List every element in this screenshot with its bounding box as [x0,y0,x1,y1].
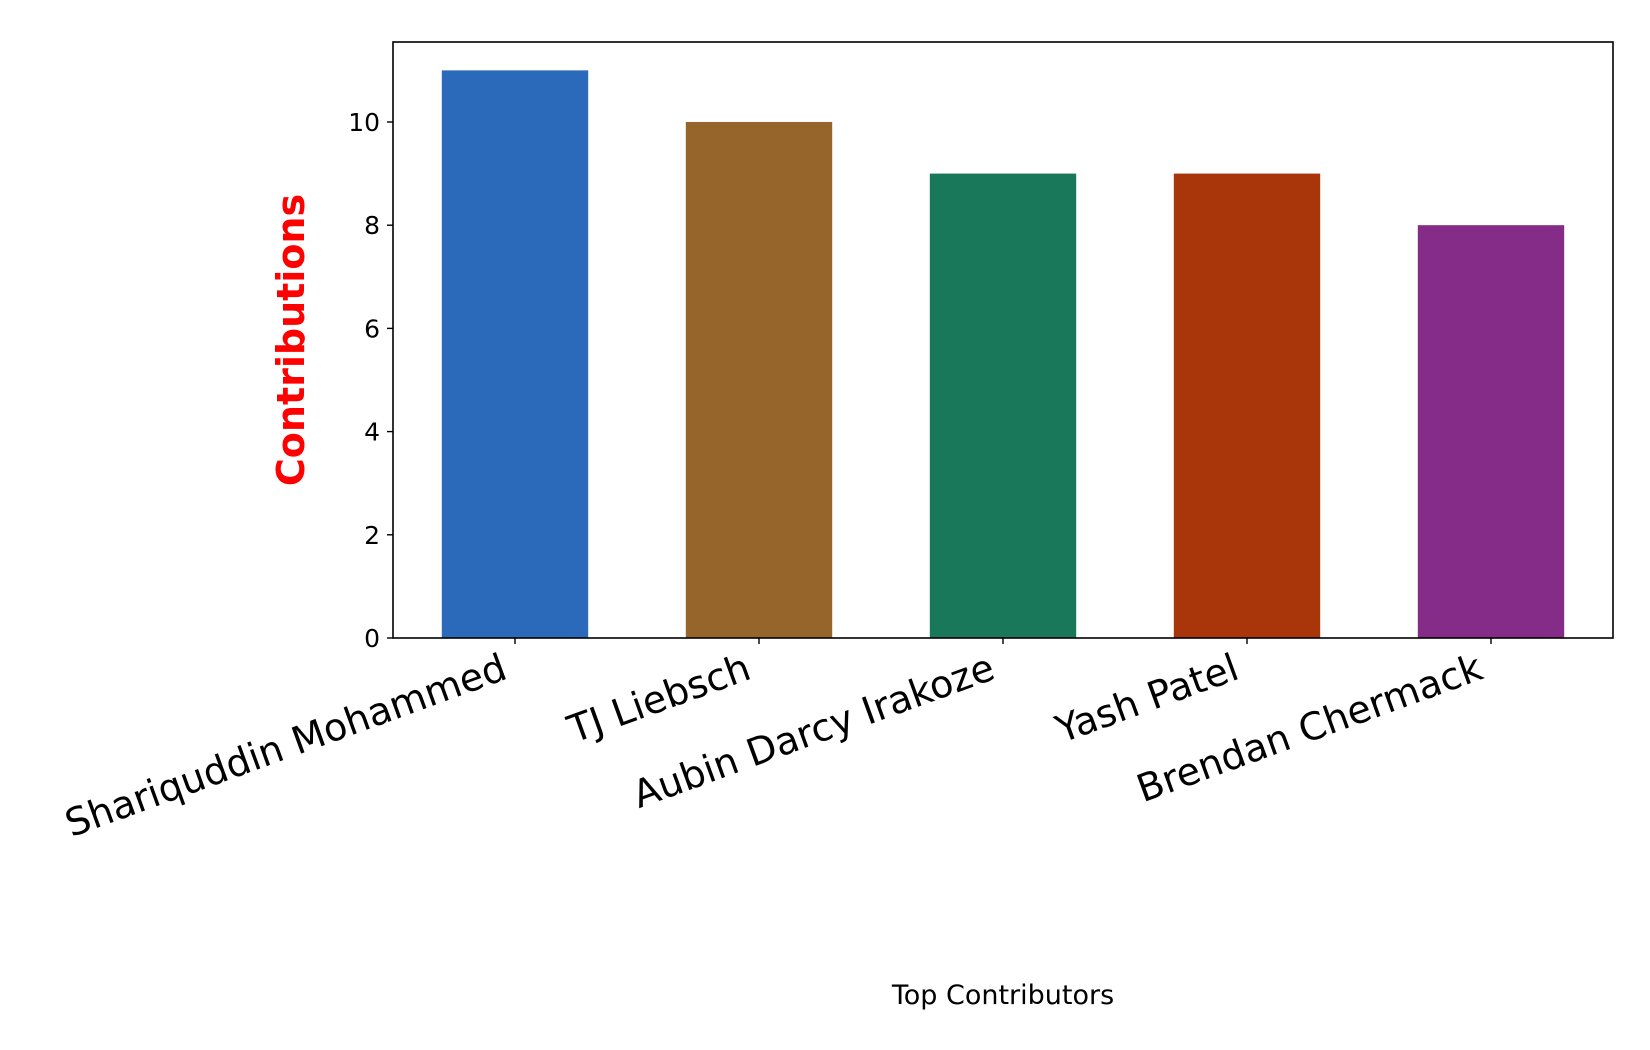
y-tick-label: 4 [364,418,380,447]
y-tick-label: 2 [364,521,380,550]
plot-frame [392,41,1614,639]
y-axis-ticks: 0 2 4 6 8 10 [348,108,393,653]
x-axis-label: Top Contributors [891,980,1114,1011]
bar [929,173,1077,638]
bar [1173,173,1321,638]
y-tick-label: 6 [364,314,380,343]
bars-group [441,70,1565,639]
y-axis-label: Contributions [269,194,313,486]
bar [1417,225,1565,638]
y-tick-label: 8 [364,211,380,240]
y-tick-label: 10 [348,108,380,137]
bar [441,70,589,638]
y-tick-label: 0 [364,624,380,653]
bar [685,121,833,639]
